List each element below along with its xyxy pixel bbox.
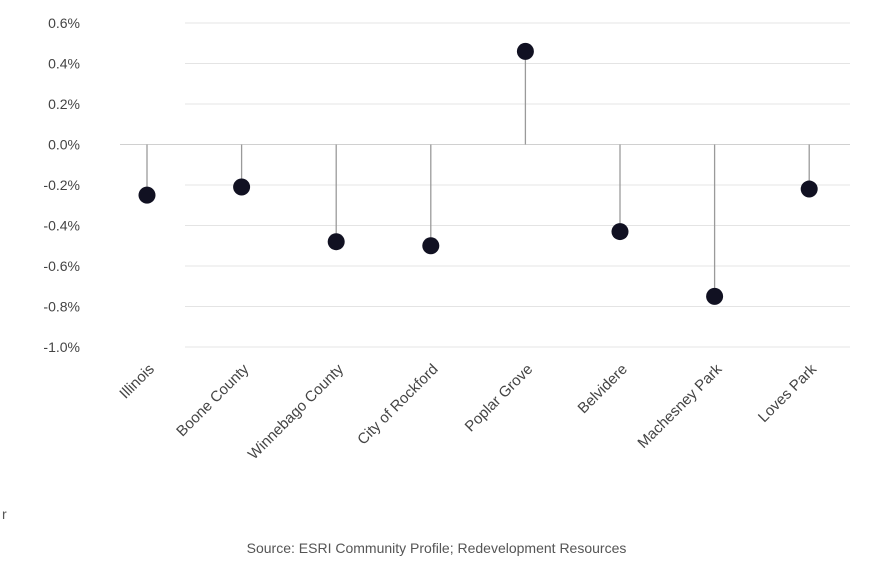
x-tick-label: Loves Park bbox=[755, 360, 820, 425]
y-tick-label: 0.6% bbox=[48, 15, 80, 31]
data-point bbox=[706, 287, 724, 305]
y-tick-label: -0.2% bbox=[43, 177, 80, 193]
y-tick-label: 0.4% bbox=[48, 56, 80, 72]
stems bbox=[146, 51, 810, 297]
gridlines bbox=[120, 22, 850, 348]
source-note: Source: ESRI Community Profile; Redevelo… bbox=[246, 540, 627, 556]
y-tick-label: -0.6% bbox=[43, 258, 80, 274]
data-point bbox=[422, 237, 440, 255]
data-point bbox=[138, 186, 156, 204]
data-point bbox=[233, 178, 251, 196]
data-point bbox=[516, 42, 534, 60]
data-point bbox=[327, 233, 345, 251]
x-tick-label: Belvidere bbox=[575, 361, 631, 417]
x-tick-label: Illinois bbox=[116, 361, 157, 402]
y-tick-label: 0.2% bbox=[48, 96, 80, 112]
x-tick-label: Machesney Park bbox=[634, 360, 725, 451]
y-tick-label: -1.0% bbox=[43, 339, 80, 355]
x-tick-label: Poplar Grove bbox=[462, 361, 537, 436]
y-axis-ticks: 0.6% 0.4% 0.2% 0.0% -0.2% -0.4% -0.6% -0.8% -1.0… bbox=[43, 15, 80, 355]
x-tick-label: Boone County bbox=[173, 360, 253, 440]
y-tick-label: -0.4% bbox=[43, 218, 80, 234]
data-point bbox=[611, 223, 629, 241]
y-tick-label: -0.8% bbox=[43, 299, 80, 315]
x-tick-label: Winnebago County bbox=[245, 360, 348, 463]
y-tick-label: 0.0% bbox=[48, 137, 80, 153]
markers bbox=[138, 42, 818, 305]
x-tick-label: City of Rockford bbox=[354, 361, 441, 448]
stray-text: r bbox=[2, 506, 7, 522]
data-point bbox=[800, 180, 818, 198]
